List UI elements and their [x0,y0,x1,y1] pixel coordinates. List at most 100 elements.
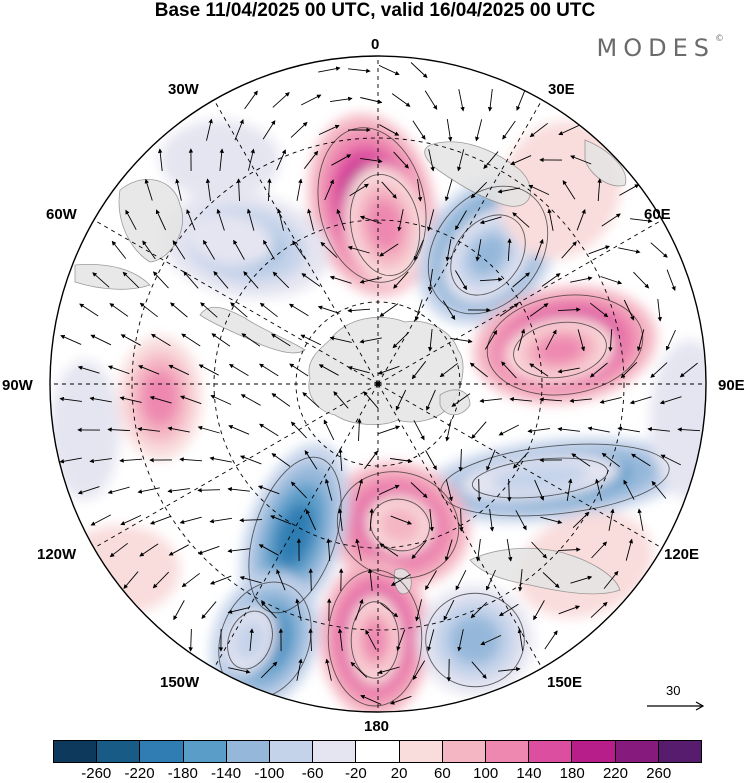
wind-arrow [415,599,423,622]
wind-arrow [623,299,635,321]
wind-arrow [167,426,190,433]
wind-arrow [557,367,580,374]
wind-arrow [144,178,153,201]
wind-arrow [247,148,255,171]
wind-arrow [219,148,224,171]
wind-arrow [367,568,373,591]
wind-arrow [125,209,137,230]
wind-arrow [246,208,255,231]
wind-arrow [608,508,615,531]
wind-arrow [540,516,563,525]
wind-arrow [484,329,498,350]
wind-arrow [139,543,159,557]
wind-arrow [277,208,285,231]
wind-arrow [228,667,251,674]
wind-arrow [561,241,577,259]
wind-arrow [587,426,610,433]
wind-arrow [138,365,160,375]
wind-arrow [308,628,313,652]
wind-arrow [534,479,544,501]
wind-arrow [329,275,352,284]
wind-arrow [502,120,516,140]
wind-arrow [271,453,291,467]
meridian-line [377,383,663,549]
wind-arrow [239,518,263,523]
wind-arrow [257,485,280,495]
wind-arrow [292,240,306,260]
wind-arrow [272,92,290,108]
wind-arrow [360,157,383,164]
wind-arrow [389,695,412,705]
wind-arrow [410,482,428,499]
contour-line [248,456,342,614]
lon-label-120e: 120E [664,546,700,563]
wind-arrow [347,365,370,374]
wind-arrow [577,329,586,352]
wind-arrow [557,547,581,552]
wind-arrow [155,209,167,231]
wind-arrow [350,661,368,678]
wind-arrow [390,515,413,525]
contour-line [513,321,607,379]
wind-arrow [545,329,557,351]
wind-arrow [620,361,638,379]
wind-arrow [197,425,220,434]
wind-arrow [572,511,590,529]
wind-arrow [179,457,203,462]
wind-arrow [244,90,258,110]
wind-arrow [188,628,193,652]
wind-arrow [122,271,140,289]
wind-arrow [591,541,608,559]
wind-arrow [59,457,82,464]
wind-arrow [499,303,519,317]
wind-arrow [290,481,307,499]
wind-arrow [300,334,322,346]
wind-arrow [629,396,652,405]
wind-arrow [390,574,411,586]
wind-arrow [365,629,377,650]
wind-arrow [562,180,576,200]
wind-arrow [518,569,523,592]
wind-arrow [336,208,346,231]
wind-arrow [412,120,426,140]
wind-arrow [364,450,378,470]
wind-arrow [588,245,611,255]
wind-arrow [651,480,667,499]
wind-arrow [529,122,548,138]
contour-line [450,214,526,296]
wind-arrow [170,302,188,318]
lon-label-150w: 150W [160,674,200,691]
wind-arrow [186,209,196,231]
wind-arrow [211,333,231,347]
wind-arrow [209,575,232,585]
contour-line [350,601,400,679]
colorbar-tick-label: 180 [559,765,585,782]
reference-vector-label: 30 [666,683,681,698]
wind-arrow [233,239,245,260]
colorbar-tick-label: 100 [473,765,499,782]
wind-arrow [517,628,524,651]
wind-arrow [570,155,592,165]
wind-arrow [288,303,309,317]
wind-arrow [359,277,382,284]
wind-arrow [459,508,464,532]
wind-arrow [507,478,512,502]
anomaly-cell [233,619,267,661]
wind-arrow [325,658,332,681]
wind-arrow [260,661,278,679]
wind-arrow [650,362,668,378]
wind-arrow [475,119,483,142]
graticule [50,56,706,712]
wind-arrow [259,363,279,377]
wind-arrow [595,478,603,501]
wind-arrow [360,695,382,705]
lon-label-150e: 150E [547,674,583,691]
wind-arrow [485,569,496,591]
anomaly-cell [366,198,404,252]
wind-arrow [603,570,619,589]
wind-arrow [249,628,254,652]
wind-arrow [259,423,279,437]
wind-arrow [391,93,411,107]
wind-arrow [446,119,453,142]
wind-arrow [576,208,586,231]
